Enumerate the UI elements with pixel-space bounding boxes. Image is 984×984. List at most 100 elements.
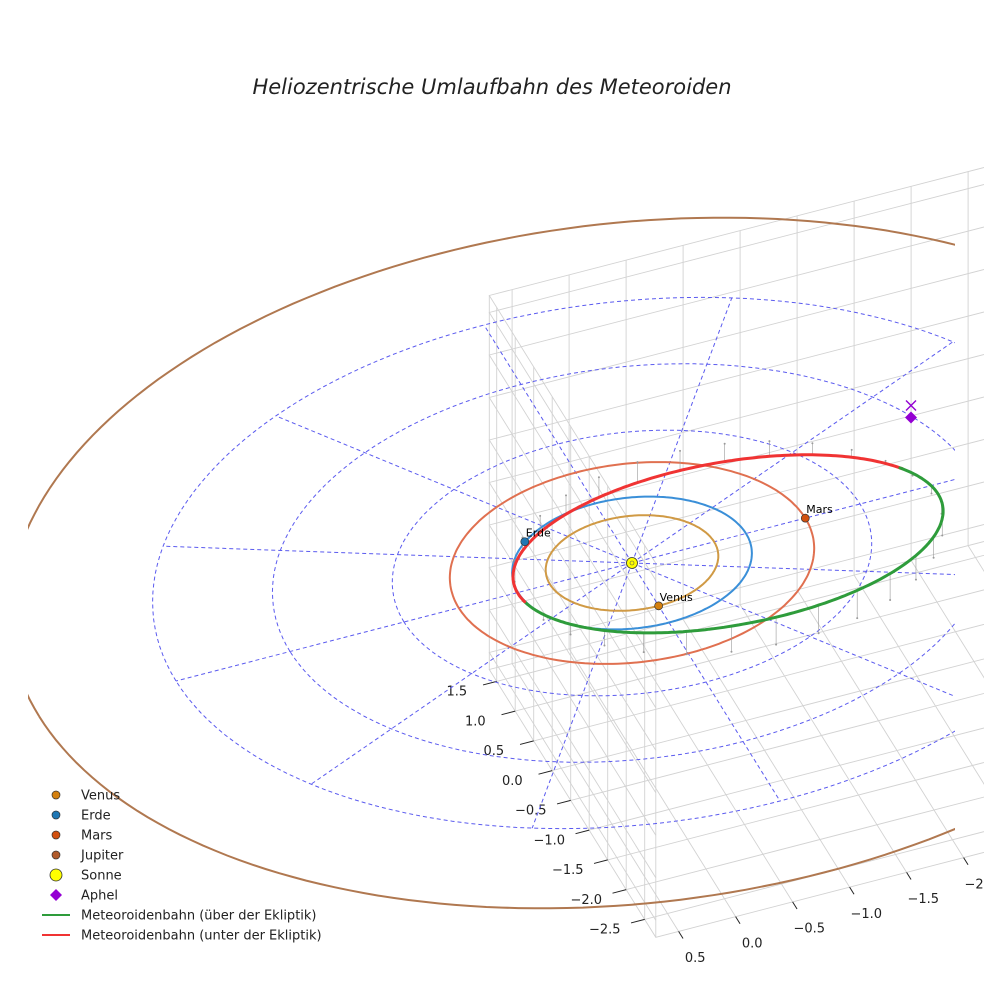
drop-point [811,442,814,445]
ecliptic-spoke [631,562,781,802]
y-tick-label: −1.0 [534,833,566,848]
ecliptic-spoke [310,562,633,785]
drop-point [856,617,859,620]
planet-marker-erde [520,537,530,547]
y-tick-label: 0.5 [483,744,504,759]
legend-label: Erde [81,809,111,824]
drop-point [565,494,568,497]
axes-box [488,167,984,938]
drop-point [512,558,515,561]
legend-item: Jupiter [51,849,124,864]
ecliptic-ring [152,296,955,830]
legend-label: Mars [81,829,113,844]
legend-marker [49,868,63,882]
drop-point [889,599,892,602]
y-tick-label: −0.5 [515,804,547,819]
ecliptic-spoke [531,562,633,829]
y-tick-mark [556,799,571,805]
ecliptic-spoke [483,324,633,564]
legend-marker [51,850,61,860]
x-tick-mark [849,886,855,895]
orbit-venus [544,514,720,612]
y-tick-mark [501,710,516,716]
y-tick-mark [482,680,497,686]
x-tick-mark [963,857,969,866]
orbit-jupiter [28,216,955,910]
sun-center [629,560,635,566]
drop-point [597,476,600,479]
drop-point [930,492,933,495]
y-tick-mark [593,859,608,864]
ecliptic-spoke [631,297,733,564]
meteoroid-orbit-above [521,466,945,635]
legend-marker [51,810,61,820]
aphel-marker [905,411,917,424]
drop-point [775,643,778,646]
drop-point [914,578,917,581]
drop-point [679,449,682,452]
axis-ticks: −3.5−3.0−2.5−2.0−1.5−1.0−0.50.00.5−2.5−2… [446,680,984,966]
drop-point [932,556,935,559]
drop-point [542,618,545,621]
legend-item: Meteoroidenbahn (unter der Ekliptik) [42,929,322,944]
legend-label: Aphel [81,889,118,904]
legend-marker [51,830,61,840]
meteoroid-orbit-below [513,584,527,604]
ecliptic-spoke [163,545,633,564]
y-tick-label: 1.5 [446,685,467,700]
x-tick-label: −1.0 [850,907,882,922]
x-tick-mark [792,901,798,910]
drop-point [817,632,820,635]
legend-marker [51,790,61,800]
legend-item: Venus [51,789,120,804]
ecliptic-spoke [275,415,633,564]
x-tick-label: 0.0 [742,936,763,951]
drop-point [723,442,726,445]
legend: Venus Erde Mars Jupiter Sonne Aphel Meteoroide… [42,789,322,944]
drop-point [569,633,572,636]
x-tick-label: 0.5 [685,951,706,966]
markers: Venus Erde Mars [520,400,917,611]
drop-point [636,461,639,464]
legend-item: Sonne [49,868,122,884]
x-tick-label: −2.0 [964,877,984,892]
axis-pane-2 [489,541,984,938]
y-tick-label: 1.0 [465,714,486,729]
y-tick-mark [519,740,534,745]
x-tick-mark [735,916,741,925]
ecliptic-spoke [631,562,955,697]
drop-point [685,653,688,656]
drop-point [642,651,645,654]
y-tick-label: −1.5 [552,863,584,878]
y-tick-label: 0.0 [502,774,523,789]
aphel-projection-marker [905,400,917,412]
drop-point [539,514,542,517]
planet-label-mars: Mars [806,503,833,516]
x-tick-mark [678,931,684,939]
legend-label: Jupiter [80,849,124,864]
ecliptic-spoke [175,562,633,682]
x-tick-label: −0.5 [793,922,825,937]
planet-label-erde: Erde [526,527,551,540]
legend-marker [50,889,62,901]
ecliptic-spoke [631,341,954,564]
planet-marker-venus [654,601,663,611]
ecliptic-spoke [631,562,955,576]
planet-marker-mars [800,513,810,523]
drop-lines [512,440,944,656]
drop-point [768,440,771,443]
legend-item: Aphel [50,889,118,904]
meteoroid-orbit-below [511,453,904,588]
chart-title: Heliozentrische Umlaufbahn des Meteoroid… [252,75,731,99]
y-tick-label: −2.5 [589,923,621,938]
sun-marker [626,557,638,569]
legend-item: Meteoroidenbahn (über der Ekliptik) [42,909,317,924]
drop-point [603,644,606,647]
y-tick-mark [575,829,590,835]
drop-point [884,459,887,462]
legend-item: Mars [51,829,113,844]
y-tick-mark [538,770,553,775]
legend-label: Sonne [81,869,122,884]
ecliptic-spoke [631,478,955,564]
